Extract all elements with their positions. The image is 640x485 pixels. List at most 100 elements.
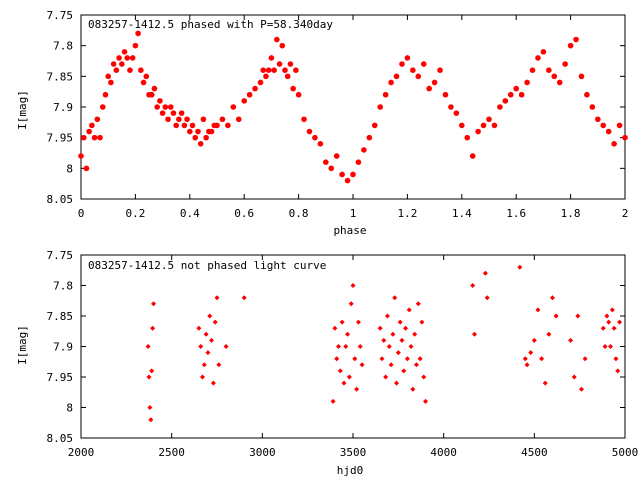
unphased-ylabel: I[mag] [16, 325, 29, 365]
data-point [377, 104, 384, 110]
data-point [575, 313, 581, 319]
x-tick-label: 5000 [612, 446, 639, 459]
data-point [209, 337, 215, 343]
data-point [528, 350, 534, 356]
data-point [529, 67, 536, 73]
data-point [214, 122, 220, 129]
data-point [613, 356, 619, 362]
data-point [413, 362, 419, 368]
data-point [151, 301, 157, 307]
data-point [469, 153, 476, 159]
unphased-panel: 083257-1412.5 not phased light curve hjd… [16, 249, 638, 477]
data-point [339, 171, 345, 178]
data-point [197, 141, 204, 147]
data-point [584, 91, 590, 98]
data-point [381, 337, 387, 343]
data-point [295, 91, 302, 98]
data-point [546, 331, 552, 337]
data-point [241, 295, 247, 301]
data-point [415, 301, 421, 307]
data-point [399, 61, 405, 67]
x-tick-label: 2000 [68, 446, 95, 459]
data-point [343, 344, 349, 349]
y-tick-label: 7.8 [53, 280, 73, 293]
data-point [399, 337, 405, 343]
data-point [382, 91, 389, 98]
data-point [412, 331, 418, 337]
phased-title: 083257-1412.5 phased with P=58.340day [88, 18, 333, 31]
data-point [341, 380, 347, 386]
data-point [582, 356, 588, 362]
data-point [355, 159, 362, 165]
data-point [546, 67, 552, 73]
data-point [268, 55, 275, 61]
data-point [410, 386, 416, 392]
data-point [415, 73, 422, 80]
data-point [335, 344, 341, 349]
data-point [78, 153, 84, 159]
data-point [290, 85, 296, 92]
data-point [105, 73, 111, 80]
data-point [157, 98, 163, 104]
data-point [371, 122, 378, 129]
data-point [121, 49, 128, 55]
data-point [129, 55, 136, 61]
y-tick-label: 7.95 [47, 371, 74, 384]
y-tick-label: 7.8 [53, 40, 73, 53]
data-point [176, 116, 182, 123]
data-point [146, 374, 152, 380]
data-point [484, 295, 490, 301]
data-point [210, 380, 216, 386]
data-point [395, 350, 401, 356]
data-point [602, 344, 608, 349]
plot-frame [80, 254, 626, 439]
data-point [350, 171, 356, 178]
data-point [282, 67, 288, 73]
data-point [426, 85, 432, 92]
data-point [143, 73, 150, 80]
y-tick-label: 7.85 [47, 310, 74, 323]
data-point [312, 134, 318, 141]
y-tick-label: 8 [66, 402, 73, 415]
data-point [132, 42, 139, 49]
data-point [606, 319, 612, 325]
data-point [135, 30, 141, 37]
data-point [431, 79, 438, 86]
data-point [140, 79, 147, 86]
phased-ylabel: I[mag] [16, 90, 29, 130]
data-point [600, 325, 606, 331]
data-point [513, 85, 519, 92]
data-point [178, 110, 185, 116]
data-point [203, 134, 209, 141]
data-point [306, 128, 313, 135]
data-point [165, 116, 171, 123]
x-tick-label: 3500 [340, 446, 367, 459]
data-point [257, 79, 264, 86]
x-tick-label: 1.2 [397, 207, 417, 220]
data-point [611, 141, 617, 147]
data-point [517, 264, 523, 270]
y-tick-label: 7.75 [47, 249, 74, 262]
data-point [417, 356, 423, 362]
data-point [199, 374, 205, 380]
data-point [397, 319, 403, 325]
data-point [357, 344, 363, 349]
data-point [148, 417, 154, 423]
data-point [212, 319, 218, 325]
data-point [568, 337, 574, 343]
data-point [86, 128, 92, 135]
data-point [403, 325, 409, 331]
data-point [464, 134, 471, 141]
data-point [491, 122, 498, 129]
x-tick-label: 0.6 [234, 207, 254, 220]
data-point [471, 331, 477, 337]
x-tick-label: 2500 [158, 446, 185, 459]
data-point [330, 398, 336, 404]
data-point [274, 36, 280, 43]
y-tick-label: 8.05 [47, 432, 74, 445]
data-point [214, 295, 220, 301]
data-point [328, 165, 335, 172]
data-point [192, 134, 199, 141]
data-point [159, 110, 166, 116]
data-point [578, 73, 585, 80]
